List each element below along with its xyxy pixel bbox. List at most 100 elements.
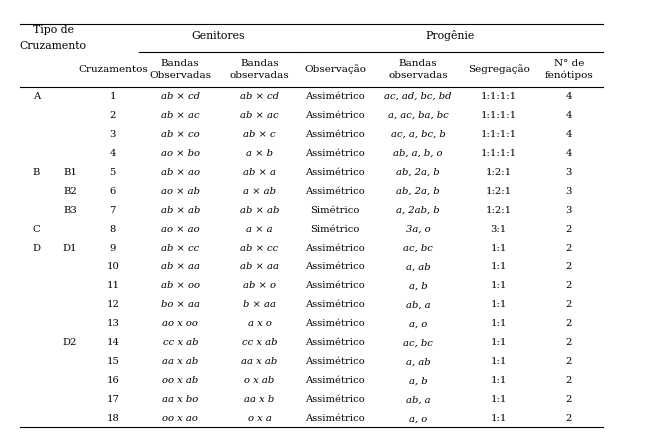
Text: 4: 4 [566, 111, 572, 120]
Text: 3: 3 [566, 206, 572, 214]
Text: 6: 6 [110, 187, 116, 196]
Text: D1: D1 [63, 243, 78, 253]
Text: 1:2:1: 1:2:1 [486, 187, 512, 196]
Text: 3a, o: 3a, o [406, 224, 430, 233]
Text: cc x ab: cc x ab [242, 339, 277, 347]
Text: 1:1: 1:1 [490, 319, 507, 329]
Text: 3: 3 [566, 187, 572, 196]
Text: bo × aa: bo × aa [161, 300, 200, 309]
Text: 1:1:1:1: 1:1:1:1 [481, 92, 517, 101]
Text: Assimétrico: Assimétrico [305, 414, 365, 423]
Text: 1:1:1:1: 1:1:1:1 [481, 111, 517, 120]
Text: 17: 17 [106, 395, 119, 404]
Text: 7: 7 [110, 206, 116, 214]
Text: 2: 2 [566, 263, 572, 272]
Text: a, b: a, b [409, 281, 427, 290]
Text: a × b: a × b [246, 149, 273, 158]
Text: 13: 13 [106, 319, 119, 329]
Text: 1:1: 1:1 [490, 395, 507, 404]
Text: aa x ab: aa x ab [162, 357, 198, 366]
Text: a, ab: a, ab [406, 357, 430, 366]
Text: 14: 14 [106, 339, 119, 347]
Text: ab × cc: ab × cc [161, 243, 200, 253]
Text: 4: 4 [566, 92, 572, 101]
Text: ab × aa: ab × aa [240, 263, 279, 272]
Text: ab × ac: ab × ac [240, 111, 279, 120]
Text: 1:1: 1:1 [490, 300, 507, 309]
Text: 2: 2 [566, 243, 572, 253]
Text: ab, a, b, o: ab, a, b, o [393, 149, 443, 158]
Text: 2: 2 [566, 357, 572, 366]
Text: a, ab: a, ab [406, 263, 430, 272]
Text: Assimétrico: Assimétrico [305, 243, 365, 253]
Text: 1:1: 1:1 [490, 339, 507, 347]
Text: oo x ao: oo x ao [162, 414, 198, 423]
Text: B2: B2 [63, 187, 77, 196]
Text: aa x ab: aa x ab [241, 357, 278, 366]
Text: cc x ab: cc x ab [162, 339, 198, 347]
Text: B: B [33, 168, 40, 177]
Text: Cruzamento: Cruzamento [20, 41, 87, 51]
Text: Assimétrico: Assimétrico [305, 281, 365, 290]
Text: 16: 16 [106, 376, 119, 385]
Text: 3: 3 [110, 130, 116, 139]
Text: a, b: a, b [409, 376, 427, 385]
Text: 5: 5 [110, 168, 116, 177]
Text: 10: 10 [106, 263, 119, 272]
Text: ab × o: ab × o [243, 281, 276, 290]
Text: 2: 2 [566, 300, 572, 309]
Text: ab, a: ab, a [406, 395, 430, 404]
Text: ao × ao: ao × ao [161, 224, 200, 233]
Text: A: A [33, 92, 40, 101]
Text: a × ab: a × ab [243, 187, 276, 196]
Text: Progênie: Progênie [426, 30, 475, 41]
Text: B3: B3 [63, 206, 77, 214]
Text: Bandas
observadas: Bandas observadas [388, 59, 448, 80]
Text: Assimétrico: Assimétrico [305, 319, 365, 329]
Text: 1:1: 1:1 [490, 414, 507, 423]
Text: ab, 2a, b: ab, 2a, b [396, 187, 439, 196]
Text: 9: 9 [110, 243, 116, 253]
Text: ac, bc: ac, bc [403, 339, 433, 347]
Text: 2: 2 [566, 339, 572, 347]
Text: 2: 2 [566, 395, 572, 404]
Text: 3: 3 [566, 168, 572, 177]
Text: 1:1: 1:1 [490, 243, 507, 253]
Text: Assimétrico: Assimétrico [305, 168, 365, 177]
Text: ab × a: ab × a [243, 168, 276, 177]
Text: 4: 4 [566, 149, 572, 158]
Text: a, ac, ba, bc: a, ac, ba, bc [387, 111, 449, 120]
Text: 1:1: 1:1 [490, 376, 507, 385]
Text: ao × ab: ao × ab [161, 187, 200, 196]
Text: ab × cc: ab × cc [241, 243, 278, 253]
Text: 3:1: 3:1 [491, 224, 507, 233]
Text: 1:2:1: 1:2:1 [486, 206, 512, 214]
Text: 1: 1 [110, 92, 116, 101]
Text: ab × cd: ab × cd [240, 92, 279, 101]
Text: D: D [33, 243, 40, 253]
Text: ab × co: ab × co [161, 130, 200, 139]
Text: Assimétrico: Assimétrico [305, 149, 365, 158]
Text: Genitores: Genitores [191, 31, 245, 41]
Text: Bandas
observadas: Bandas observadas [230, 59, 289, 80]
Text: ao × bo: ao × bo [161, 149, 200, 158]
Text: aa x bo: aa x bo [162, 395, 198, 404]
Text: 2: 2 [110, 111, 116, 120]
Text: a x o: a x o [248, 319, 271, 329]
Text: ac, a, bc, b: ac, a, bc, b [391, 130, 445, 139]
Text: Bandas
Observadas: Bandas Observadas [149, 59, 211, 80]
Text: Simétrico: Simétrico [310, 224, 360, 233]
Text: aa x b: aa x b [244, 395, 274, 404]
Text: Segregação: Segregação [468, 65, 529, 74]
Text: Assimétrico: Assimétrico [305, 357, 365, 366]
Text: a, o: a, o [409, 414, 427, 423]
Text: ab × ao: ab × ao [161, 168, 200, 177]
Text: ab, a: ab, a [406, 300, 430, 309]
Text: Assimétrico: Assimétrico [305, 395, 365, 404]
Text: 4: 4 [566, 130, 572, 139]
Text: 4: 4 [110, 149, 116, 158]
Text: 2: 2 [566, 376, 572, 385]
Text: Simétrico: Simétrico [310, 206, 360, 214]
Text: 15: 15 [106, 357, 119, 366]
Text: ac, ad, bc, bd: ac, ad, bc, bd [384, 92, 452, 101]
